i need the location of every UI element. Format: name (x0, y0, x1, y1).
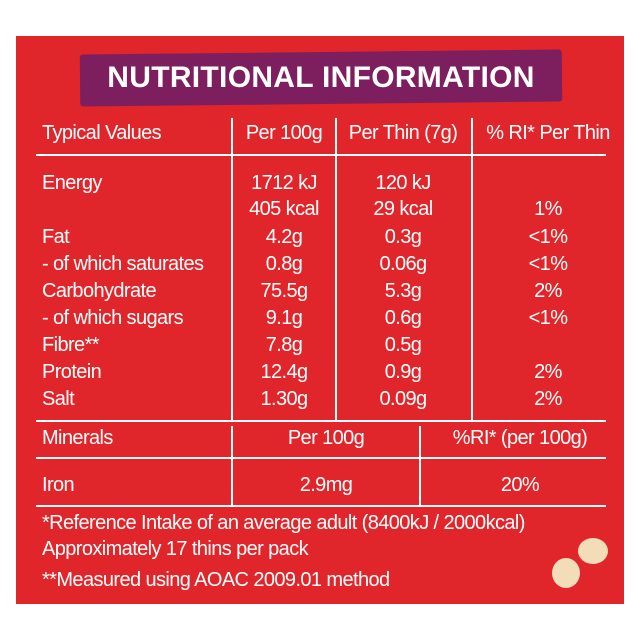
cell: 120 kJ (375, 172, 431, 194)
title: NUTRITIONAL INFORMATION (107, 61, 535, 94)
column-rule (335, 118, 337, 420)
cell: 5.3g (384, 280, 422, 302)
column-header: Per 100g (287, 427, 365, 449)
cell: 405 kcal (249, 198, 319, 220)
column-header: % RI* Per Thin (486, 122, 610, 144)
row-label: - of which saturates (42, 253, 204, 275)
cell: 1% (534, 198, 562, 220)
row-label: Fibre** (42, 334, 100, 356)
row-label: - of which sugars (42, 307, 184, 329)
chickpea (552, 558, 580, 588)
cell: 2% (534, 388, 562, 410)
row-label: Carbohydrate (42, 280, 157, 302)
cell: 0.5g (384, 334, 422, 356)
column-rule (231, 118, 233, 420)
column-header: Minerals (42, 427, 113, 449)
row-label: Iron (42, 474, 75, 496)
column-header: %RI* (per 100g) (452, 427, 588, 449)
cell: 20% (500, 474, 540, 496)
column-rule (471, 118, 473, 420)
label-panel (16, 36, 624, 604)
rule (36, 420, 606, 422)
column-rule (231, 426, 233, 506)
row-label: Fat (42, 226, 70, 248)
cell: 1712 kJ (251, 172, 317, 194)
row-label: Protein (42, 361, 102, 383)
rule (36, 154, 606, 156)
chickpea (578, 538, 608, 564)
cell: 2.9mg (299, 474, 353, 496)
rule (36, 505, 606, 507)
cell: 1.30g (260, 388, 308, 410)
cell: 0.6g (384, 307, 422, 329)
cell: 0.9g (384, 361, 422, 383)
cell: <1% (528, 307, 568, 329)
cell: 0.09g (379, 388, 427, 410)
cell: 2% (534, 361, 562, 383)
cell: 0.8g (265, 253, 303, 275)
cell: 0.06g (379, 253, 427, 275)
cell: <1% (528, 253, 568, 275)
rule (36, 457, 606, 459)
cell: 9.1g (265, 307, 303, 329)
column-header: Per 100g (245, 122, 323, 144)
row-label: Energy (42, 172, 102, 194)
cell: 29 kcal (373, 198, 433, 220)
column-rule (419, 426, 421, 506)
footnote: **Measured using AOAC 2009.01 method (42, 569, 390, 591)
cell: 12.4g (260, 361, 308, 383)
footnote: Approximately 17 thins per pack (42, 538, 309, 560)
row-label: Salt (42, 388, 75, 410)
cell: 4.2g (265, 226, 303, 248)
cell: 75.5g (260, 280, 308, 302)
cell: 0.3g (384, 226, 422, 248)
footnote: *Reference Intake of an average adult (8… (42, 512, 525, 534)
column-header: Typical Values (42, 122, 162, 144)
column-header: Per Thin (7g) (348, 122, 458, 144)
cell: 2% (534, 280, 562, 302)
cell: <1% (528, 226, 568, 248)
cell: 7.8g (265, 334, 303, 356)
